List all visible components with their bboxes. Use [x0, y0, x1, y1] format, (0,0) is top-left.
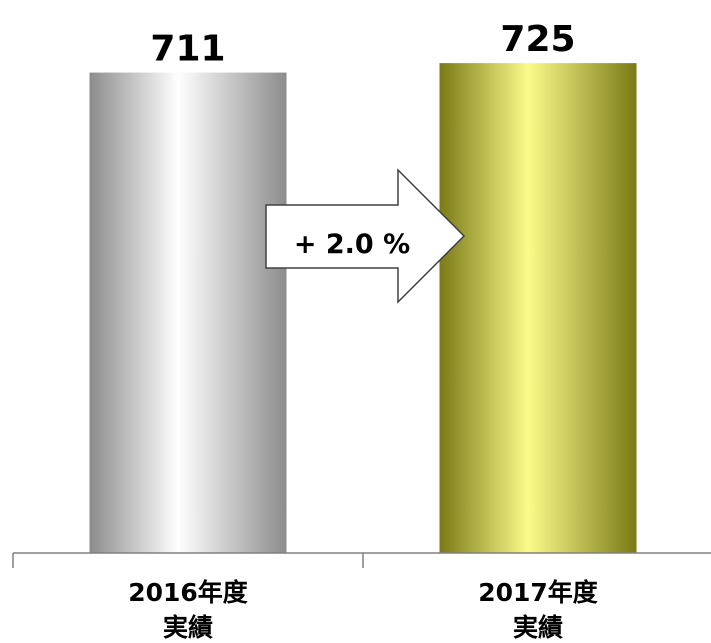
- bar-2017: [439, 63, 637, 554]
- category-label-2017-line2: 実績: [513, 613, 563, 642]
- category-label-2016-line1: 2016年度: [128, 578, 248, 607]
- value-label-2016: 711: [150, 29, 225, 70]
- bar-2016: [89, 72, 287, 553]
- growth-arrow-icon: [265, 168, 466, 304]
- category-label-2016-line2: 実績: [163, 613, 213, 642]
- growth-rate-label: + 2.0 %: [294, 229, 410, 260]
- category-label-2017-line1: 2017年度: [478, 578, 598, 607]
- value-label-2017: 725: [500, 19, 575, 60]
